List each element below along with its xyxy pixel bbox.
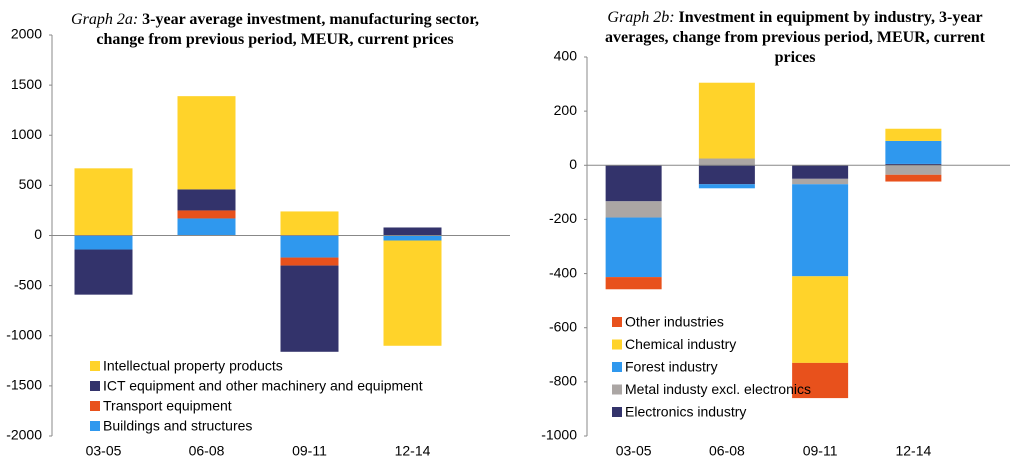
y-tick-label: -500 — [14, 276, 42, 292]
bar-segment — [280, 211, 339, 236]
x-tick-label: 03-05 — [86, 443, 122, 459]
legend-label: Electronics industry — [625, 404, 746, 420]
bar-segment — [885, 128, 942, 141]
y-tick-label: 200 — [554, 102, 578, 118]
bar-segment — [74, 168, 133, 236]
x-tick-label: 12-14 — [395, 443, 431, 459]
legend-label: Buildings and structures — [103, 418, 252, 434]
legend-swatch — [90, 401, 100, 411]
x-tick-label: 12-14 — [895, 443, 931, 459]
legend-swatch — [612, 339, 622, 350]
bar-segment — [885, 163, 942, 166]
bar-segment — [383, 235, 442, 241]
bar-segment — [885, 165, 942, 175]
bar-segment — [885, 174, 942, 182]
y-tick-label: 2000 — [11, 26, 42, 42]
bar-segment — [383, 227, 442, 236]
bar-segment — [280, 265, 339, 352]
legend-swatch — [90, 421, 100, 431]
y-tick-label: -1500 — [6, 377, 42, 393]
legend-label: Chemical industry — [625, 336, 736, 352]
bar-segment — [885, 140, 942, 164]
legend-swatch — [90, 361, 100, 371]
title-text: 3-year average investment, manufacturing… — [96, 11, 479, 48]
y-tick-label: 0 — [34, 226, 42, 242]
bar-segment — [177, 210, 236, 219]
bar-segment — [177, 218, 236, 236]
bar-segment — [792, 184, 849, 277]
y-tick-label: -1000 — [541, 427, 577, 443]
y-tick-label: -400 — [549, 264, 577, 280]
bar-segment — [177, 96, 236, 190]
bar-segment — [605, 165, 662, 202]
bar-segment — [74, 249, 133, 295]
legend-swatch — [612, 317, 622, 327]
bar-segment — [383, 240, 442, 346]
legend-swatch — [612, 407, 622, 417]
y-tick-label: -2000 — [6, 427, 42, 443]
bar-segment — [792, 165, 849, 179]
legend-label: Transport equipment — [103, 398, 232, 414]
bar-segment — [605, 201, 662, 218]
y-tick-label: -200 — [549, 210, 577, 226]
bar-segment — [280, 235, 339, 258]
x-tick-label: 09-11 — [292, 443, 327, 459]
legend-label: Other industries — [625, 314, 724, 330]
bar-segment — [74, 235, 133, 250]
bar-segment — [792, 362, 849, 399]
legend-swatch — [612, 362, 622, 372]
bar-segment — [698, 184, 755, 189]
y-tick-label: 0 — [569, 156, 577, 172]
y-tick-label: 1000 — [11, 126, 42, 142]
bar-segment — [605, 277, 662, 290]
legend-label: Forest industry — [625, 359, 718, 375]
bar-segment — [177, 189, 236, 211]
legend-label: Intellectual property products — [103, 358, 283, 374]
title-label: Graph 2a: — [71, 11, 139, 28]
legend-swatch — [612, 384, 622, 395]
bar-segment — [792, 178, 849, 185]
chart-title: Graph 2b: Investment in equipment by ind… — [600, 8, 990, 68]
x-tick-label: 06-08 — [709, 443, 745, 459]
x-tick-label: 09-11 — [803, 443, 838, 459]
x-tick-label: 06-08 — [189, 443, 225, 459]
y-tick-label: -1000 — [6, 326, 42, 342]
legend-label: ICT equipment and other machinery and eq… — [103, 378, 423, 394]
x-tick-label: 03-05 — [616, 443, 652, 459]
bar-segment — [698, 158, 755, 166]
bar-segment — [605, 217, 662, 278]
bar-segment — [280, 257, 339, 266]
y-tick-label: -800 — [549, 373, 577, 389]
bar-segment — [792, 276, 849, 363]
bar-segment — [698, 165, 755, 185]
legend-swatch — [90, 381, 100, 391]
bar-segment — [698, 82, 755, 159]
title-label: Graph 2b: — [607, 9, 675, 26]
y-tick-label: 400 — [554, 48, 578, 64]
y-tick-label: 1500 — [11, 76, 42, 92]
title-text: Investment in equipment by industry, 3-y… — [605, 9, 985, 66]
y-tick-label: -600 — [549, 318, 577, 334]
legend-label: Metal industy excl. electronics — [625, 381, 811, 397]
y-tick-label: 500 — [19, 176, 43, 192]
chart-title: Graph 2a: 3-year average investment, man… — [60, 10, 490, 50]
